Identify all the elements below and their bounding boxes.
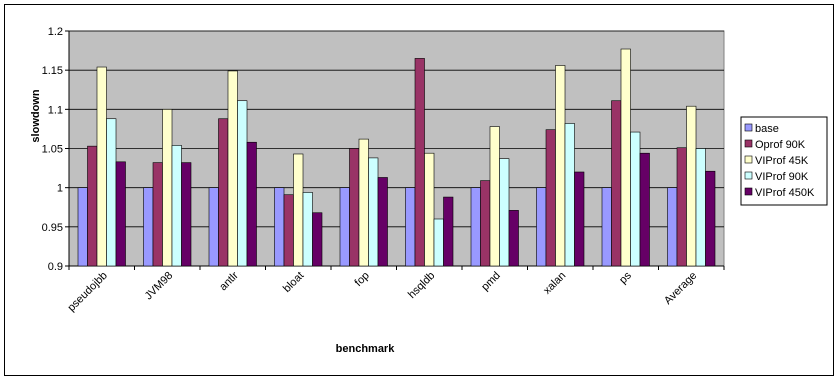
legend-label: Oprof 90K <box>755 139 806 151</box>
bar-viprof-90k <box>695 148 706 267</box>
y-tick-label: 1.05 <box>42 144 63 156</box>
bar-viprof-450k <box>705 170 716 267</box>
bar-oprof-90k <box>480 180 491 267</box>
bar-viprof-90k <box>433 218 444 267</box>
bar-viprof-45k <box>555 65 566 267</box>
x-tick-label: fop <box>353 270 372 289</box>
x-tick-label: bloat <box>281 270 306 295</box>
legend-swatch <box>744 171 753 180</box>
bar-base <box>208 187 219 267</box>
bar-viprof-90k <box>368 157 379 267</box>
bar-viprof-450k <box>115 161 126 267</box>
chart-frame: pseudojbb JVM98 antlr bloat fop hsqldb pmd xala… <box>4 4 834 376</box>
bar-viprof-45k <box>686 105 697 267</box>
x-tick-label: ps <box>617 269 634 286</box>
x-tick-labels: pseudojbb JVM98 antlr bloat fop hsqldb pmd xala… <box>65 269 699 314</box>
legend: base Oprof 90K VIProf 45K VIProf 90K VIProf … <box>740 116 828 206</box>
bar-oprof-90k <box>414 58 425 267</box>
bar-base <box>339 187 350 267</box>
bar-viprof-450k <box>377 177 388 267</box>
x-tick-label: hsqldb <box>406 270 437 301</box>
bar-viprof-90k <box>630 131 641 267</box>
y-tick-labels: 0.9 0.95 1 1.05 1.1 1.15 1.2 <box>42 26 63 273</box>
bar-oprof-90k <box>349 148 360 267</box>
bar-base <box>601 187 612 267</box>
plot-area <box>65 30 725 270</box>
legend-swatch <box>744 187 753 196</box>
bar-oprof-90k <box>283 194 294 267</box>
bar-viprof-450k <box>181 162 192 267</box>
x-tick-label: Average <box>662 270 699 307</box>
bar-chart: pseudojbb JVM98 antlr bloat fop hsqldb pmd xala… <box>30 26 828 355</box>
legend-label: VIProf 90K <box>755 171 809 183</box>
bar-base <box>274 187 285 267</box>
bar-viprof-45k <box>96 66 107 267</box>
legend-swatch <box>744 123 753 132</box>
bar-viprof-90k <box>564 123 575 267</box>
bar-viprof-90k <box>171 145 182 267</box>
y-tick-label: 0.95 <box>42 222 63 234</box>
y-tick-label: 1.15 <box>42 65 63 77</box>
bar-base <box>536 187 547 267</box>
legend-swatch <box>744 139 753 148</box>
y-tick-label: 1.2 <box>48 26 63 38</box>
bar-oprof-90k <box>218 118 229 267</box>
bar-oprof-90k <box>545 129 556 267</box>
bar-viprof-45k <box>620 48 631 267</box>
bar-viprof-450k <box>246 141 257 267</box>
y-axis-title: slowdown <box>30 89 42 142</box>
x-tick-label: antlr <box>217 269 241 293</box>
bar-oprof-90k <box>676 147 687 267</box>
bar-oprof-90k <box>152 162 163 267</box>
x-tick-label: JVM98 <box>143 270 176 303</box>
bar-viprof-450k <box>639 152 650 267</box>
bar-base <box>470 187 481 267</box>
y-tick-label: 1 <box>57 183 63 195</box>
x-tick-label: pmd <box>479 270 503 294</box>
bar-viprof-45k <box>358 138 369 267</box>
y-tick-label: 1.1 <box>48 104 63 116</box>
bar-base <box>77 187 88 267</box>
bar-viprof-45k <box>162 109 173 267</box>
bar-viprof-45k <box>424 152 435 267</box>
legend-label: VIProf 450K <box>755 187 815 199</box>
legend-box <box>740 116 828 206</box>
bar-viprof-450k <box>508 210 519 267</box>
bar-viprof-450k <box>312 212 323 267</box>
bar-viprof-450k <box>574 171 585 267</box>
bar-viprof-90k <box>499 158 510 267</box>
bar-base <box>143 187 154 267</box>
bar-oprof-90k <box>611 100 622 267</box>
legend-label: VIProf 45K <box>755 155 809 167</box>
bar-viprof-90k <box>302 192 313 267</box>
x-tick-label: pseudojbb <box>65 270 109 314</box>
bar-viprof-45k <box>293 153 304 267</box>
bar-viprof-90k <box>237 100 248 267</box>
legend-label: base <box>755 123 779 135</box>
bar-viprof-450k <box>443 196 454 267</box>
legend-swatch <box>744 155 753 164</box>
bar-base <box>405 187 416 267</box>
bar-viprof-90k <box>106 118 117 267</box>
x-tick-label: xalan <box>541 270 568 297</box>
bar-base <box>667 187 678 267</box>
bar-viprof-45k <box>227 70 238 267</box>
bar-oprof-90k <box>87 145 98 267</box>
y-tick-label: 0.9 <box>48 261 63 273</box>
bar-viprof-45k <box>489 126 500 267</box>
x-axis-title: benchmark <box>336 343 396 355</box>
